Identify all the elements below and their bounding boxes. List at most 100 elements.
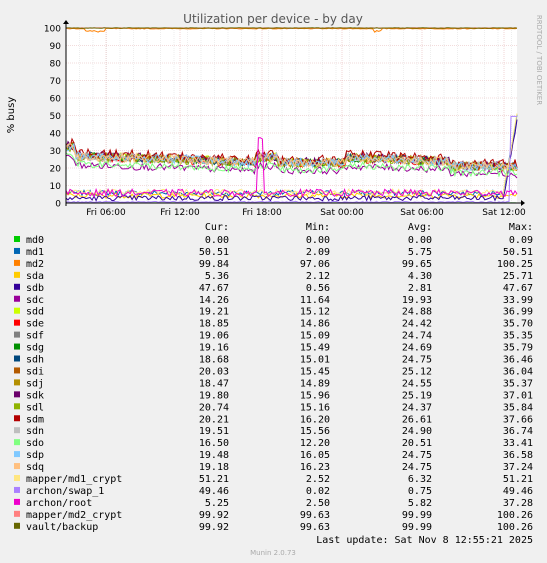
legend-header: Min: bbox=[306, 222, 330, 233]
legend-value: 0.75 bbox=[408, 486, 432, 497]
series-line-archon-root bbox=[65, 137, 518, 198]
legend-value: 5.82 bbox=[408, 498, 432, 509]
legend-header: Max: bbox=[509, 222, 533, 233]
legend-series-name: sdk bbox=[26, 390, 44, 401]
y-tick-label: 30 bbox=[50, 147, 62, 157]
legend-value: 15.09 bbox=[300, 331, 330, 342]
last-update: Last update: Sat Nov 8 12:55:21 2025 bbox=[316, 535, 533, 546]
series-line-mapper-md1-crypt bbox=[65, 113, 518, 196]
legend-swatch bbox=[14, 415, 20, 422]
legend-value: 37.28 bbox=[503, 498, 533, 509]
series-line-sda bbox=[65, 191, 518, 200]
legend-series-name: md1 bbox=[26, 247, 44, 258]
legend-swatch bbox=[14, 283, 20, 290]
legend-swatch bbox=[14, 475, 20, 481]
legend-value: 25.19 bbox=[402, 390, 432, 401]
y-tick-label: 60 bbox=[50, 95, 62, 105]
legend-value: 99.99 bbox=[402, 510, 432, 521]
legend-value: 5.75 bbox=[408, 247, 432, 258]
legend-value: 99.63 bbox=[300, 510, 330, 521]
legend-value: 19.93 bbox=[402, 295, 432, 306]
legend-swatch bbox=[14, 391, 20, 398]
chart-title: Utilization per device - by day bbox=[183, 12, 363, 26]
legend-series-name: md2 bbox=[26, 259, 44, 270]
legend-value: 24.75 bbox=[402, 462, 432, 473]
legend-series-name: sdg bbox=[26, 343, 44, 354]
x-tick-labels: Fri 06:00 Fri 12:00 Fri 18:00 Sat 00:00 Sat … bbox=[86, 208, 526, 218]
legend-swatch bbox=[14, 295, 20, 302]
legend-value: 99.84 bbox=[199, 259, 229, 270]
legend-value: 0.02 bbox=[306, 486, 330, 497]
y-tick-label: 10 bbox=[50, 182, 62, 192]
legend-value: 100.26 bbox=[497, 510, 533, 521]
legend-value: 20.51 bbox=[402, 438, 432, 449]
legend-value: 2.12 bbox=[306, 271, 330, 282]
legend-swatch bbox=[14, 427, 20, 434]
legend-value: 25.71 bbox=[503, 271, 533, 282]
legend-value: 5.25 bbox=[205, 498, 229, 509]
legend-value: 24.90 bbox=[402, 426, 432, 437]
legend-value: 0.56 bbox=[306, 283, 330, 294]
y-tick-label: 90 bbox=[50, 42, 62, 52]
legend-series-name: sdh bbox=[26, 355, 44, 366]
legend-swatch bbox=[14, 343, 20, 350]
legend-value: 36.04 bbox=[503, 366, 533, 377]
x-tick-label: Fri 12:00 bbox=[160, 208, 200, 218]
legend-swatch bbox=[14, 319, 20, 326]
legend-value: 19.51 bbox=[199, 426, 229, 437]
legend-value: 19.80 bbox=[199, 390, 229, 401]
legend-value: 16.20 bbox=[300, 414, 330, 425]
legend-series-name: sdc bbox=[26, 295, 44, 306]
y-axis-label: % busy bbox=[6, 97, 17, 134]
legend-value: 36.74 bbox=[503, 426, 533, 437]
legend-value: 50.51 bbox=[503, 247, 533, 258]
legend-swatch bbox=[14, 247, 20, 254]
legend-value: 16.23 bbox=[300, 462, 330, 473]
x-tick-label: Sat 12:00 bbox=[482, 208, 526, 218]
legend-value: 24.88 bbox=[402, 307, 432, 318]
legend-value: 15.16 bbox=[300, 402, 330, 413]
legend-table: Cur: Min: Avg: Max: md0 0.00 0.00 0.00 0.09 md1 50… bbox=[14, 222, 533, 533]
legend-value: 35.35 bbox=[503, 331, 533, 342]
y-tick-labels: 0 10 20 30 40 50 60 70 80 90 100 bbox=[44, 25, 61, 210]
legend-value: 14.86 bbox=[300, 319, 330, 330]
legend-series-name: sda bbox=[26, 271, 44, 282]
legend-series-name: sdi bbox=[26, 366, 44, 377]
legend-value: 15.96 bbox=[300, 390, 330, 401]
legend-value: 35.79 bbox=[503, 343, 533, 354]
legend-value: 20.74 bbox=[199, 402, 229, 413]
legend-value: 19.16 bbox=[199, 343, 229, 354]
legend-value: 0.00 bbox=[306, 235, 330, 246]
legend-value: 97.06 bbox=[300, 259, 330, 270]
axes bbox=[63, 20, 525, 206]
x-tick-label: Sat 06:00 bbox=[400, 208, 444, 218]
legend-value: 100.26 bbox=[497, 522, 533, 533]
legend-swatch bbox=[14, 259, 20, 266]
legend-series-name: sdf bbox=[26, 331, 44, 342]
legend-header: Avg: bbox=[408, 222, 432, 233]
legend-value: 33.41 bbox=[503, 438, 533, 449]
x-tick-label: Fri 18:00 bbox=[242, 208, 282, 218]
legend-value: 35.37 bbox=[503, 378, 533, 389]
legend-value: 18.68 bbox=[199, 355, 229, 366]
legend-value: 49.46 bbox=[199, 486, 229, 497]
legend-series-name: mapper/md1_crypt bbox=[26, 474, 122, 485]
legend-value: 24.75 bbox=[402, 355, 432, 366]
legend-value: 20.03 bbox=[199, 366, 229, 377]
legend-series-name: sdm bbox=[26, 414, 44, 425]
y-tick-label: 50 bbox=[50, 112, 62, 122]
legend-swatch bbox=[14, 271, 20, 278]
legend-value: 2.52 bbox=[306, 474, 330, 485]
legend-value: 24.74 bbox=[402, 331, 432, 342]
series-line-sdq bbox=[65, 142, 518, 172]
legend-value: 15.49 bbox=[300, 343, 330, 354]
legend-value: 24.75 bbox=[402, 450, 432, 461]
legend-value: 5.36 bbox=[205, 271, 229, 282]
legend-value: 15.45 bbox=[300, 366, 330, 377]
legend-series-name: sdp bbox=[26, 450, 44, 461]
series-line-sdb bbox=[65, 119, 518, 202]
legend-value: 99.63 bbox=[300, 522, 330, 533]
legend-value: 24.55 bbox=[402, 378, 432, 389]
legend-value: 99.92 bbox=[199, 510, 229, 521]
legend-value: 99.92 bbox=[199, 522, 229, 533]
